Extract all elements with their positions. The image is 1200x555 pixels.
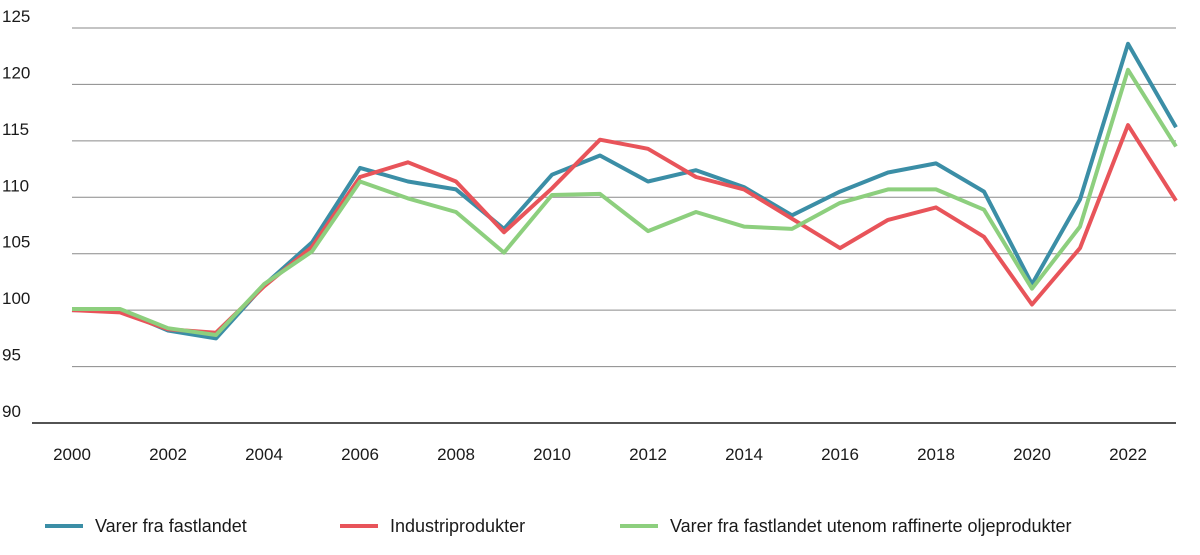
y-tick-label: 120 — [2, 63, 30, 82]
x-tick-label: 2000 — [53, 445, 91, 464]
legend-label: Varer fra fastlandet — [95, 516, 247, 536]
x-tick-label: 2020 — [1013, 445, 1051, 464]
series-lines — [71, 41, 1178, 341]
x-tick-label: 2022 — [1109, 445, 1147, 464]
y-axis-ticks: 90 95 100 105 110 115 120 125 — [2, 7, 30, 421]
series-line-2 — [71, 123, 1178, 335]
y-tick-label: 105 — [2, 233, 30, 252]
y-tick-label: 95 — [2, 346, 21, 365]
y-gridlines — [72, 27, 1176, 368]
y-tick-label: 100 — [2, 289, 30, 308]
y-tick-label: 125 — [2, 7, 30, 26]
legend: Varer fra fastlandet Industriprodukter Var… — [45, 516, 1072, 536]
x-tick-label: 2006 — [341, 445, 379, 464]
y-tick-label: 115 — [2, 120, 29, 139]
x-tick-label: 2016 — [821, 445, 859, 464]
x-tick-label: 2008 — [437, 445, 475, 464]
y-tick-label: 110 — [2, 176, 29, 195]
x-tick-label: 2018 — [917, 445, 955, 464]
x-tick-label: 2004 — [245, 445, 283, 464]
x-tick-label: 2002 — [149, 445, 187, 464]
x-tick-label: 2014 — [725, 445, 763, 464]
legend-label: Industriprodukter — [390, 516, 525, 536]
x-tick-label: 2012 — [629, 445, 667, 464]
x-tick-label: 2010 — [533, 445, 571, 464]
y-tick-label: 90 — [2, 402, 21, 421]
legend-label: Varer fra fastlandet utenom raffinerte o… — [670, 516, 1072, 536]
series-line-1 — [72, 41, 1178, 341]
x-axis-ticks: 2000 2002 2004 2006 2008 2010 2012 2014 2016 2018… — [53, 445, 1147, 464]
series-line-3 — [72, 67, 1178, 337]
